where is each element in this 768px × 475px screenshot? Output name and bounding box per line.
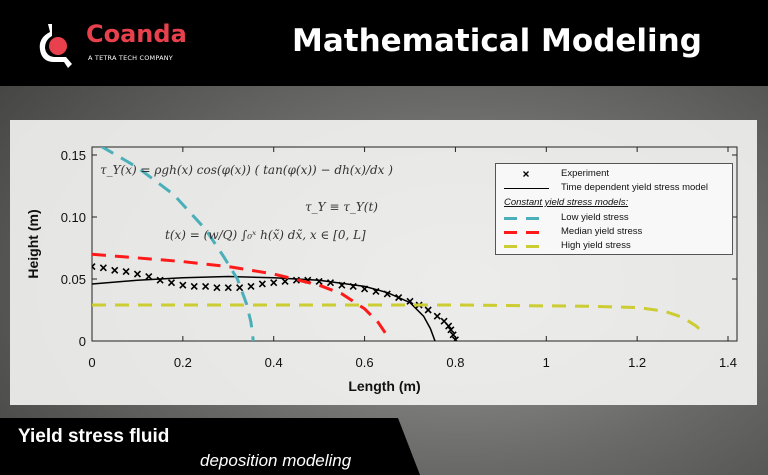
- chart-legend: Experiment Time dependent yield stress m…: [495, 163, 733, 255]
- series-line-high-yield-stress: [92, 303, 707, 336]
- experiment-point: [406, 297, 414, 305]
- experiment-point: [449, 331, 457, 339]
- legend-item-low: Low yield stress: [504, 212, 629, 224]
- experiment-point: [270, 279, 278, 287]
- experiment-point: [92, 263, 96, 271]
- experiment-point: [224, 284, 232, 292]
- coanda-logo-icon: [39, 24, 72, 68]
- y-tick-label: 0.05: [61, 272, 86, 287]
- y-axis-label: Height (m): [25, 209, 41, 278]
- experiment-point: [445, 322, 453, 330]
- y-tick-label: 0.15: [61, 148, 86, 163]
- experiment-point: [202, 282, 210, 291]
- x-tick-label: 0.2: [174, 355, 192, 370]
- x-axis-label: Length (m): [348, 378, 420, 394]
- experiment-point: [447, 326, 455, 334]
- x-marker-icon: [523, 171, 529, 177]
- experiment-point: [99, 264, 107, 272]
- experiment-point: [167, 279, 176, 287]
- legend-item-high: High yield stress: [504, 240, 631, 252]
- footer-banner: [0, 418, 420, 475]
- footer-title: Yield stress fluid: [18, 426, 170, 447]
- legend-item-time-dependent: Time dependent yield stress model: [504, 182, 708, 194]
- legend-item-experiment: Experiment: [504, 168, 609, 180]
- x-tick-label: 0.4: [265, 355, 283, 370]
- x-tick-label: 1: [543, 355, 550, 370]
- experiment-point: [451, 336, 459, 341]
- experiment-point: [111, 266, 119, 274]
- experiment-point: [122, 267, 130, 276]
- experiment-point: [190, 282, 198, 291]
- footer-subtitle: deposition modeling: [200, 451, 352, 470]
- equation-yield-stress: τ_Y(x) = ρgh(x) cos(φ(x)) ( tan(φ(x)) − …: [100, 163, 393, 177]
- legend-label: Time dependent yield stress model: [561, 182, 708, 193]
- experiment-point: [145, 272, 153, 281]
- experiment-point: [213, 284, 221, 292]
- experiment-point: [133, 270, 141, 278]
- header-bar: Coanda A TETRA TECH COMPANY Mathematical…: [0, 0, 768, 86]
- legend-item-median: Median yield stress: [504, 226, 642, 238]
- x-tick-label: 0.6: [356, 355, 374, 370]
- legend-label: Experiment: [561, 168, 610, 179]
- x-tick-label: 1.2: [628, 355, 646, 370]
- experiment-point: [433, 312, 441, 320]
- equation-time: t(x) = (w/Q) ∫₀ˣ h(x̃) dx̃, x ∈ [0, L]: [165, 228, 366, 242]
- experiment-point: [258, 280, 266, 288]
- experiment-point: [247, 282, 255, 291]
- series-line-time-dependent-yield-stress-model: [92, 275, 436, 341]
- series-line-median-yield-stress: [92, 252, 389, 337]
- x-tick-label: 1.4: [719, 355, 737, 370]
- brand-tagline: A TETRA TECH COMPANY: [88, 54, 173, 62]
- experiment-point: [281, 277, 289, 286]
- x-tick-label: 0.8: [446, 355, 464, 370]
- equation-time-dependence: τ_Y ≡ τ_Y(t): [305, 200, 378, 214]
- legend-label: Median yield stress: [561, 226, 643, 237]
- legend-label: High yield stress: [561, 240, 631, 251]
- plot-frame: [91, 146, 738, 342]
- page-title: Mathematical Modeling: [292, 23, 702, 59]
- legend-group-heading: Constant yield stress models:: [504, 197, 629, 208]
- experiment-point: [326, 279, 335, 287]
- legend-label: Low yield stress: [561, 212, 629, 223]
- y-tick-label: 0: [79, 334, 86, 349]
- experiment-point: [236, 284, 244, 292]
- experiment-point: [179, 281, 187, 289]
- experiment-point: [424, 306, 432, 314]
- brand-name: Coanda: [86, 20, 187, 48]
- series-line-low-yield-stress: [100, 147, 255, 341]
- x-tick-label: 0: [88, 355, 95, 370]
- y-tick-label: 0.10: [61, 210, 86, 225]
